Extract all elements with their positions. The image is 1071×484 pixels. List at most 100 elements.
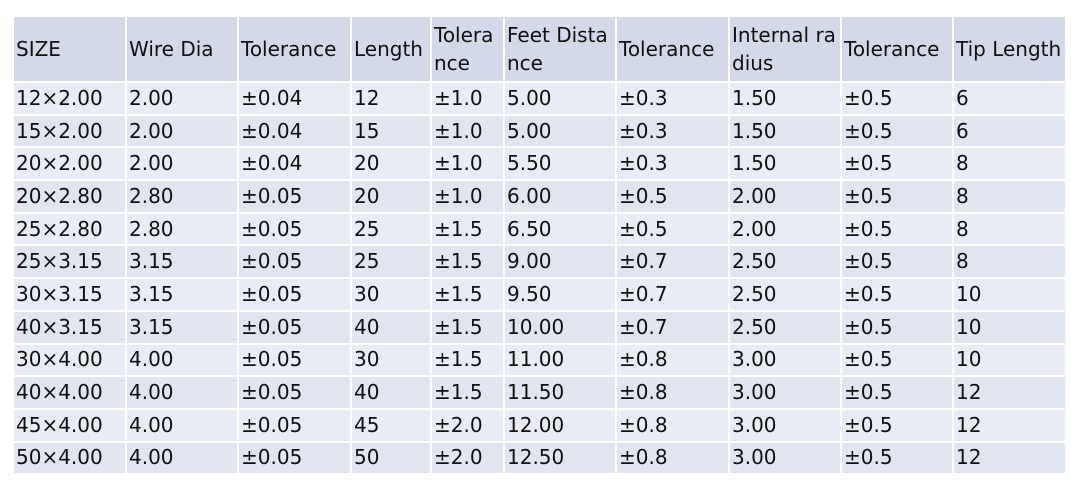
table-cell: ±0.8: [617, 442, 728, 474]
table-cell: ±0.05: [239, 213, 350, 245]
table-cell: 1.50: [730, 148, 840, 180]
header-cell: Tolerance: [842, 17, 952, 81]
header-cell: Internal radius: [730, 17, 840, 81]
table-cell: ±1.5: [432, 213, 503, 245]
table-cell: 8: [954, 181, 1065, 212]
table-row: 20×2.00 2.00 ±0.04 20 ±1.0 5.50 ±0.3 1.50 ±0.5 8: [14, 148, 1065, 180]
table-cell: ±1.5: [432, 344, 503, 376]
table-cell: 2.00: [730, 181, 840, 212]
table-cell: 10: [954, 311, 1065, 343]
table-cell: 2.50: [730, 246, 840, 278]
table-cell: ±2.0: [432, 442, 503, 474]
header-cell: Feet Distance: [505, 17, 615, 81]
table-cell: 15×2.00: [14, 115, 125, 147]
header-cell: Length: [352, 17, 430, 81]
table-cell: 25: [352, 213, 430, 245]
table-cell: 30×4.00: [14, 344, 125, 376]
table-cell: 2.50: [730, 279, 840, 310]
table-cell: ±0.7: [617, 279, 728, 310]
table-cell: 1.50: [730, 115, 840, 147]
table-cell: 12: [352, 83, 430, 114]
table-cell: 2.00: [730, 213, 840, 245]
table-cell: 3.15: [127, 246, 237, 278]
table-cell: ±0.7: [617, 311, 728, 343]
table-cell: 11.50: [505, 377, 615, 408]
table-cell: 6: [954, 83, 1065, 114]
table-cell: ±0.05: [239, 377, 350, 408]
header-row: SIZE Wire Dia Tolerance Length Tolerance Feet…: [14, 17, 1065, 81]
header-cell: SIZE: [14, 17, 125, 81]
table-cell: 50×4.00: [14, 442, 125, 474]
header-cell: Tolerance: [432, 17, 503, 81]
table-cell: ±0.7: [617, 246, 728, 278]
table-cell: 25×2.80: [14, 213, 125, 245]
table-row: 45×4.00 4.00 ±0.05 45 ±2.0 12.00 ±0.8 3.00 ±0.5 1…: [14, 409, 1065, 441]
table-cell: ±0.3: [617, 83, 728, 114]
table-cell: 25: [352, 246, 430, 278]
table-cell: ±0.5: [842, 115, 952, 147]
table-cell: 8: [954, 246, 1065, 278]
table-body: 12×2.00 2.00 ±0.04 12 ±1.0 5.00 ±0.3 1.50 ±0.5 6 1…: [14, 83, 1065, 474]
table-cell: 20×2.00: [14, 148, 125, 180]
table-cell: 4.00: [127, 344, 237, 376]
table-cell: 11.00: [505, 344, 615, 376]
table-cell: ±0.04: [239, 148, 350, 180]
table-cell: 1.50: [730, 83, 840, 114]
table-cell: 5.00: [505, 115, 615, 147]
table-cell: 9.00: [505, 246, 615, 278]
table-cell: 40: [352, 311, 430, 343]
table-cell: ±1.0: [432, 115, 503, 147]
table-cell: ±0.5: [842, 442, 952, 474]
table-cell: ±0.5: [842, 409, 952, 441]
table-cell: ±1.5: [432, 311, 503, 343]
table-cell: 2.80: [127, 181, 237, 212]
table-cell: ±0.5: [842, 181, 952, 212]
table-cell: ±0.5: [842, 311, 952, 343]
table-cell: ±0.8: [617, 344, 728, 376]
table-cell: ±2.0: [432, 409, 503, 441]
header-cell: Wire Dia: [127, 17, 237, 81]
table-cell: ±0.5: [617, 213, 728, 245]
table-cell: 20: [352, 181, 430, 212]
table-cell: ±0.3: [617, 115, 728, 147]
table-cell: 3.00: [730, 442, 840, 474]
table-cell: 30×3.15: [14, 279, 125, 310]
table-row: 30×4.00 4.00 ±0.05 30 ±1.5 11.00 ±0.8 3.00 ±0.5 1…: [14, 344, 1065, 376]
table-cell: 4.00: [127, 442, 237, 474]
table-cell: 6: [954, 115, 1065, 147]
table-cell: ±0.5: [842, 83, 952, 114]
table-row: 40×3.15 3.15 ±0.05 40 ±1.5 10.00 ±0.7 2.50 ±0.5 1…: [14, 311, 1065, 343]
header-cell: Tolerance: [239, 17, 350, 81]
table-row: 12×2.00 2.00 ±0.04 12 ±1.0 5.00 ±0.3 1.50 ±0.5 6: [14, 83, 1065, 114]
table-row: 15×2.00 2.00 ±0.04 15 ±1.0 5.00 ±0.3 1.50 ±0.5 6: [14, 115, 1065, 147]
table-cell: 3.15: [127, 311, 237, 343]
table-row: 20×2.80 2.80 ±0.05 20 ±1.0 6.00 ±0.5 2.00 ±0.5 8: [14, 181, 1065, 212]
table-cell: 15: [352, 115, 430, 147]
table-cell: 45: [352, 409, 430, 441]
table-cell: ±0.5: [842, 246, 952, 278]
table-cell: 3.00: [730, 377, 840, 408]
table-cell: 30: [352, 279, 430, 310]
table-cell: ±1.5: [432, 246, 503, 278]
table-cell: 2.00: [127, 148, 237, 180]
table-cell: ±1.0: [432, 181, 503, 212]
table-cell: ±0.5: [842, 377, 952, 408]
table-cell: 8: [954, 148, 1065, 180]
table-cell: 5.00: [505, 83, 615, 114]
table-cell: 12.50: [505, 442, 615, 474]
table-cell: 40×4.00: [14, 377, 125, 408]
table-cell: 12: [954, 409, 1065, 441]
table-cell: 40×3.15: [14, 311, 125, 343]
table-cell: ±0.05: [239, 181, 350, 212]
table-cell: ±0.05: [239, 279, 350, 310]
table-cell: 10.00: [505, 311, 615, 343]
table-cell: 4.00: [127, 409, 237, 441]
table-cell: 12: [954, 377, 1065, 408]
table-cell: 4.00: [127, 377, 237, 408]
table-cell: ±1.5: [432, 377, 503, 408]
table-cell: 40: [352, 377, 430, 408]
table-cell: 6.00: [505, 181, 615, 212]
table-cell: ±1.0: [432, 83, 503, 114]
table-cell: ±0.5: [842, 279, 952, 310]
